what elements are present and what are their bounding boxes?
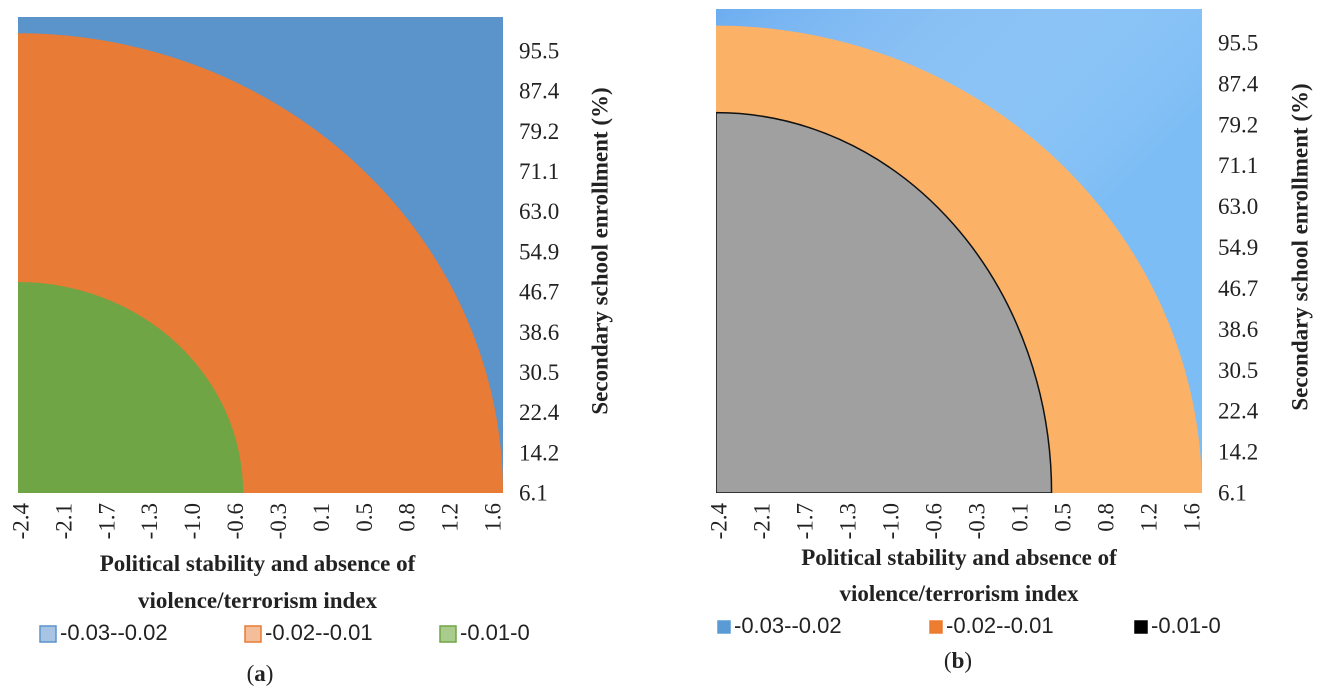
panel-label-close: ) [266,661,274,686]
legend-label: -0.03--0.02 [60,620,168,645]
chart-panel-a: 95.5 87.4 79.2 71.1 63.0 54.9 46.7 38.6 30.5 22.4… [9,17,613,686]
x-axis-title-line1: Political stability and absence of [100,551,416,576]
x-tick-label: -1.7 [94,503,119,539]
x-tick-label: -0.3 [965,503,990,539]
x-axis-title-line1: Political stability and absence of [801,545,1117,570]
x-tick-label: -0.3 [266,503,291,539]
x-tick-label: -1.3 [137,503,162,539]
y-tick-label: 22.4 [519,400,560,425]
x-tick-label: -1.3 [836,503,861,539]
region--0.01-0 [716,111,1053,493]
legend-swatch [439,625,457,643]
x-tick-label: 0.8 [1094,503,1119,532]
y-tick-label: 46.7 [519,280,559,305]
x-tick-label: 0.8 [395,503,420,532]
panel-label-open: ( [944,648,952,673]
x-tick-label: 1.2 [1137,503,1162,532]
legend-label: -0.01-0 [1151,613,1221,638]
panel-label-letter: b [952,648,965,673]
x-tick-label: -0.6 [223,503,248,539]
y-tick-label: 95.5 [519,39,559,64]
panel-label: (b) [944,648,972,673]
y-tick-label: 63.0 [519,199,559,224]
panel-label-open: ( [247,661,255,686]
x-tick-label: -2.4 [9,503,34,540]
legend-swatch [1134,620,1148,634]
x-tick-label: 1.2 [438,503,463,532]
y-tick-label: 79.2 [519,119,559,144]
y-tick-label: 30.5 [519,360,559,385]
y-tick-label: 6.1 [1218,481,1247,506]
x-tick-label: -1.0 [879,503,904,539]
x-tick-label: -2.1 [750,503,775,539]
y-tick-label: 14.2 [519,440,559,465]
x-tick-label: -0.6 [922,503,947,539]
chart-panel-b: 95.5 87.4 79.2 71.1 63.0 54.9 46.7 38.6 30.5 22.4… [707,9,1313,673]
y-tick-label: 6.1 [519,481,548,506]
y-tick-label: 38.6 [1218,317,1258,342]
legend-swatch [244,625,262,643]
x-tick-label: 0.5 [352,503,377,532]
x-tick-label: -1.0 [180,503,205,539]
x-tick-label: 0.1 [1008,503,1033,532]
x-tick-label: 1.6 [481,503,506,532]
y-tick-label: 54.9 [519,239,559,264]
y-tick-label: 87.4 [519,79,560,104]
x-tick-label: 1.6 [1180,503,1205,532]
y-tick-label: 63.0 [1218,194,1258,219]
region--0.01-0 [18,282,244,493]
panel-label-letter: a [254,661,266,686]
x-tick-label: -2.1 [51,503,76,539]
y-axis-title: Secondary school enrollment (%) [588,87,613,414]
legend-swatch [717,620,731,634]
y-tick-label: 95.5 [1218,31,1258,56]
y-tick-label: 38.6 [519,320,559,345]
y-axis-title: Secondary school enrollment (%) [1288,83,1313,410]
legend-label: -0.02--0.01 [265,620,373,645]
y-tick-label: 14.2 [1218,440,1258,465]
legend-swatch [39,625,57,643]
x-axis-title-line2: violence/terrorism index [138,588,378,613]
legend-label: -0.03--0.02 [734,613,842,638]
y-tick-label: 87.4 [1218,71,1259,96]
legend-label: -0.02--0.01 [946,613,1054,638]
y-tick-label: 79.2 [1218,112,1258,137]
x-tick-label: -2.4 [707,503,732,540]
x-axis-title-line2: violence/terrorism index [839,581,1079,606]
x-tick-label: -1.7 [793,503,818,539]
y-tick-label: 71.1 [1218,153,1258,178]
x-tick-label: 0.1 [309,503,334,532]
y-tick-label: 54.9 [1218,235,1258,260]
panel-label: (a) [247,661,274,686]
y-tick-label: 30.5 [1218,358,1258,383]
panel-label-close: ) [964,648,972,673]
legend-label: -0.01-0 [460,620,530,645]
legend-swatch [929,620,943,634]
y-tick-label: 46.7 [1218,276,1258,301]
y-tick-label: 71.1 [519,159,559,184]
x-tick-label: 0.5 [1051,503,1076,532]
y-tick-label: 22.4 [1218,399,1259,424]
